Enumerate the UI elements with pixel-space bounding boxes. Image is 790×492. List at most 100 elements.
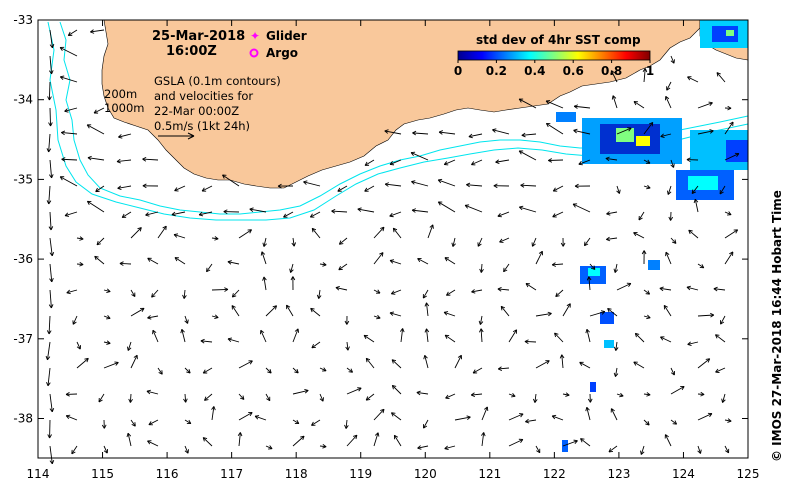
velocity-arrow (585, 328, 591, 343)
velocity-arrow (344, 419, 349, 429)
velocity-arrow (437, 201, 456, 213)
velocity-arrow (608, 445, 618, 453)
velocity-arrow (724, 251, 734, 265)
velocity-arrow (130, 227, 142, 239)
velocity-arrow (384, 182, 402, 187)
velocity-arrow (127, 341, 132, 351)
colorbar-gradient (457, 50, 651, 61)
velocity-arrow (59, 176, 78, 187)
velocity-arrow (670, 55, 675, 64)
x-tick-label: 118 (285, 467, 308, 481)
velocity-arrow (184, 445, 189, 454)
velocity-arrow (697, 312, 715, 318)
velocity-arrow (46, 315, 52, 335)
velocity-arrow (76, 236, 84, 241)
velocity-arrow (412, 130, 429, 136)
velocity-arrow (471, 159, 483, 166)
velocity-arrow (76, 261, 84, 267)
velocity-arrow (46, 185, 52, 205)
velocity-arrow (142, 183, 159, 189)
contour-200m-label: 200m (104, 87, 137, 101)
velocity-arrow (338, 263, 348, 271)
velocity-arrow (49, 237, 55, 257)
colorbar-tick-label: 0.2 (486, 64, 507, 78)
velocity-arrow (724, 105, 732, 111)
velocity-arrow (103, 315, 111, 320)
velocity-arrow (503, 263, 510, 273)
x-tick-label: 123 (607, 467, 630, 481)
colorbar-title: std dev of 4hr SST comp (476, 33, 641, 47)
velocity-arrow (86, 124, 105, 135)
colorbar-tick-label: 0 (454, 64, 462, 78)
velocity-arrow (249, 207, 267, 213)
velocity-arrow (171, 211, 186, 217)
glider-label: Glider (266, 29, 307, 43)
velocity-arrow (666, 81, 672, 91)
velocity-arrow (389, 159, 402, 166)
velocity-arrow (389, 259, 402, 265)
velocity-arrow (643, 289, 651, 295)
velocity-arrow (364, 185, 375, 192)
velocity-arrow (670, 367, 676, 376)
velocity-arrow (497, 366, 510, 371)
velocity-arrow (157, 225, 167, 239)
velocity-arrow (724, 445, 730, 454)
velocity-arrow (71, 445, 78, 455)
velocity-arrow (238, 412, 253, 421)
velocity-arrow (260, 329, 267, 343)
velocity-arrow (578, 159, 591, 166)
velocity-arrow (198, 211, 213, 217)
velocity-arrow (518, 98, 537, 109)
velocity-arrow (365, 393, 375, 401)
velocity-arrow (417, 445, 429, 450)
velocity-arrow (724, 229, 739, 239)
velocity-arrow (417, 258, 429, 265)
velocity-arrow (715, 367, 726, 373)
velocity-arrow (640, 445, 645, 455)
velocity-arrow (303, 180, 321, 187)
velocity-arrow (103, 288, 111, 293)
argo-label: Argo (266, 46, 298, 60)
x-tick-label: 119 (349, 467, 372, 481)
velocity-arrow (65, 414, 78, 421)
velocity-arrow (389, 311, 402, 317)
velocity-arrow (222, 174, 240, 187)
velocity-arrow (65, 391, 78, 397)
x-tick-label: 120 (414, 467, 437, 481)
velocity-scale-label: 0.5m/s (1kt 24h) (154, 119, 250, 133)
velocity-arrow (319, 393, 324, 402)
velocity-arrow (49, 445, 55, 465)
velocity-arrow (410, 151, 429, 161)
velocity-arrow (719, 185, 726, 195)
velocity-arrow (525, 283, 537, 291)
velocity-arrow (399, 328, 405, 343)
velocity-arrow (130, 419, 136, 427)
velocity-arrow (508, 329, 518, 343)
velocity-arrow (184, 367, 191, 374)
velocity-arrow (533, 393, 538, 403)
glider-marker-icon: ✦ (250, 29, 260, 43)
velocity-arrow (531, 237, 537, 247)
velocity-arrow (500, 305, 510, 317)
velocity-arrow (262, 237, 267, 247)
velocity-arrow (562, 303, 571, 317)
velocity-arrow (47, 419, 52, 439)
velocity-arrow (535, 360, 550, 369)
velocity-arrow (335, 286, 348, 291)
velocity-arrow (613, 341, 619, 351)
velocity-arrow (481, 406, 489, 421)
velocity-arrow (95, 185, 105, 193)
velocity-arrow (697, 412, 713, 421)
velocity-arrow (443, 159, 456, 166)
velocity-arrow (518, 205, 537, 213)
velocity-arrow (373, 226, 385, 239)
velocity-arrow (479, 263, 484, 273)
velocity-arrow (211, 236, 219, 241)
velocity-arrow (48, 107, 53, 127)
velocity-arrow (103, 340, 111, 345)
velocity-arrow (697, 263, 705, 269)
velocity-arrow (48, 159, 54, 179)
velocity-arrow (670, 237, 677, 244)
velocity-arrow (444, 445, 456, 451)
velocity-arrow (119, 261, 132, 266)
